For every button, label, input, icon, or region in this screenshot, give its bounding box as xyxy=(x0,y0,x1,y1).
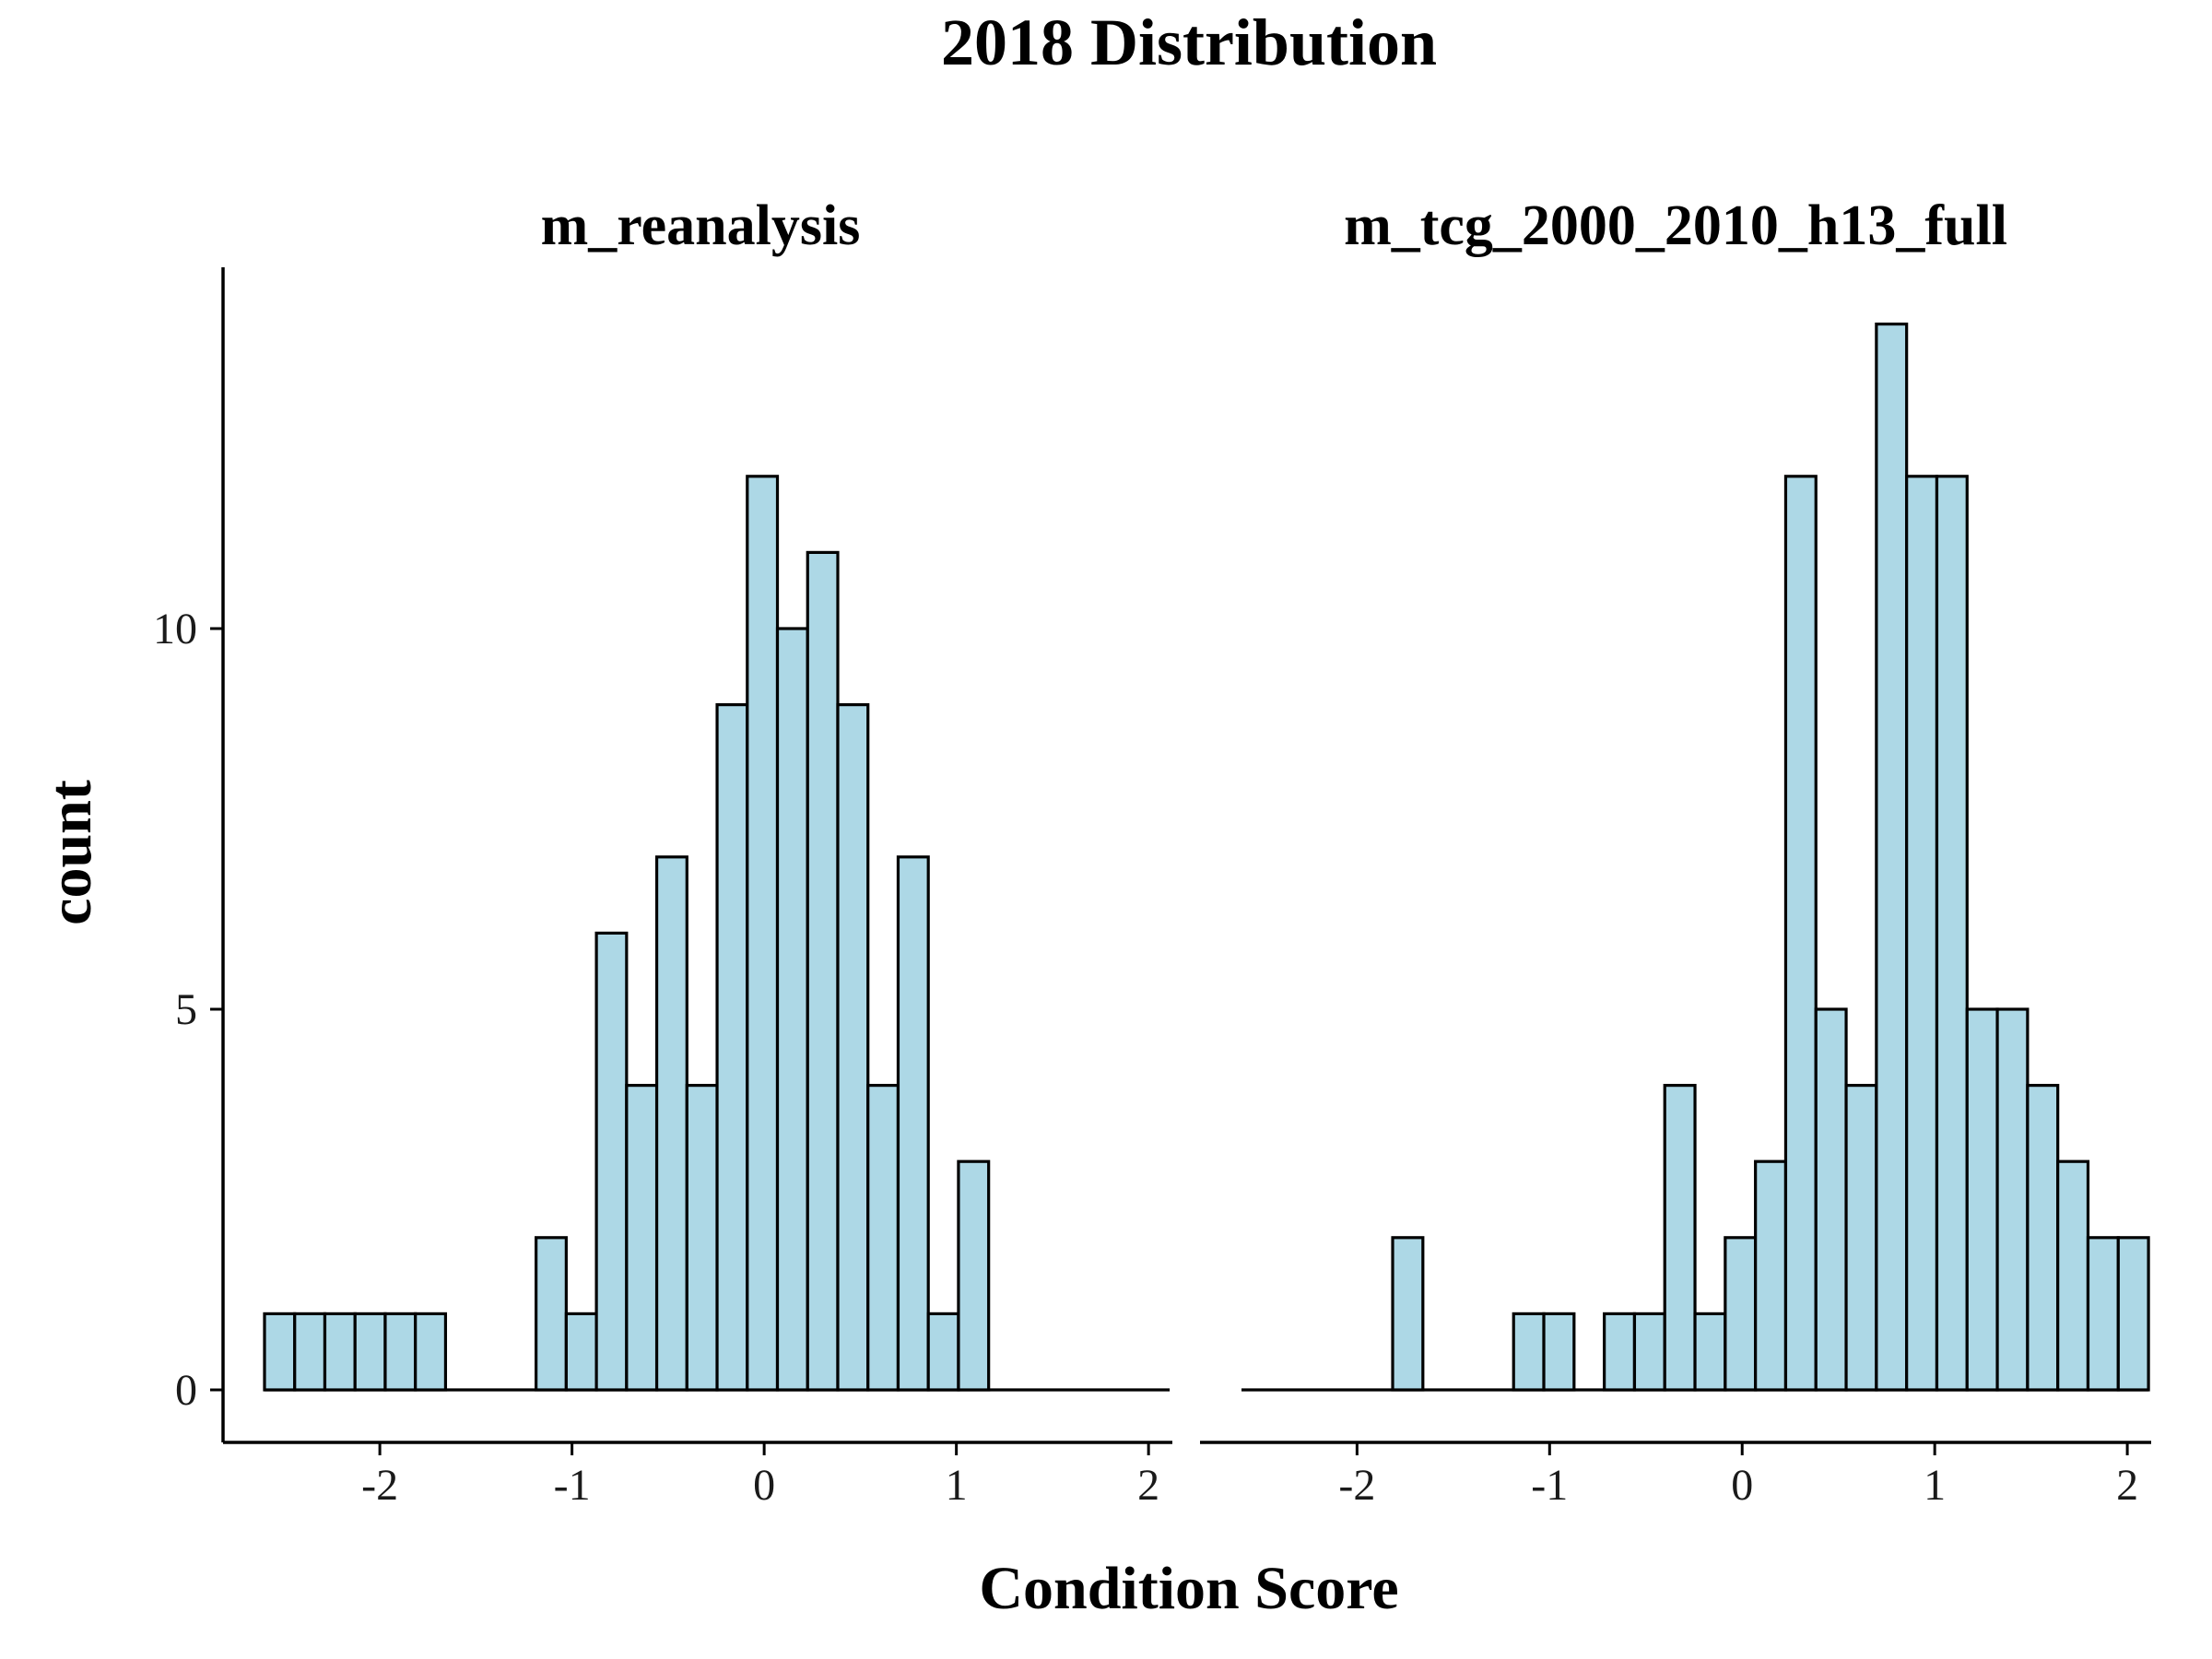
bar-1-3 xyxy=(323,1312,357,1392)
bar-2-6 xyxy=(1391,1236,1425,1392)
bar-1-19 xyxy=(806,550,840,1392)
bar-2-19 xyxy=(1783,475,1818,1392)
bar-2-26 xyxy=(1995,1007,2030,1392)
x-tick-label-1: -2 xyxy=(361,1461,398,1510)
bar-2-28 xyxy=(2056,1159,2090,1392)
x-tick-label-2: -2 xyxy=(1338,1461,1375,1510)
bar-1-23 xyxy=(926,1312,960,1392)
bar-1-12 xyxy=(594,931,629,1392)
bar-2-27 xyxy=(2026,1083,2060,1392)
facet-label-2: m_tcg_2000_2010_h13_full xyxy=(1344,194,2007,257)
x-tick-label-1: 2 xyxy=(1137,1461,1159,1510)
x-tick-label-2: 0 xyxy=(1731,1461,1753,1510)
bar-1-13 xyxy=(625,1083,659,1392)
bar-1-6 xyxy=(414,1312,448,1392)
bar-2-13 xyxy=(1603,1312,1637,1392)
bar-1-21 xyxy=(866,1083,900,1392)
y-axis-title: count xyxy=(37,780,104,925)
bar-2-20 xyxy=(1814,1007,1848,1392)
x-tick-label-1: 0 xyxy=(753,1461,775,1510)
bar-1-5 xyxy=(383,1312,418,1392)
x-tick-label-1: 1 xyxy=(946,1461,968,1510)
bar-2-30 xyxy=(2116,1236,2150,1392)
x-tick-label-2: 1 xyxy=(1924,1461,1946,1510)
x-tick-label-1: -1 xyxy=(554,1461,591,1510)
bar-2-14 xyxy=(1632,1312,1666,1392)
chart-title: 2018 Distribution xyxy=(941,6,1437,79)
bar-2-11 xyxy=(1542,1312,1576,1392)
bar-1-2 xyxy=(293,1312,327,1392)
bar-1-10 xyxy=(535,1236,568,1392)
bar-1-16 xyxy=(715,702,749,1392)
bar-2-25 xyxy=(1965,1007,1999,1392)
bar-2-18 xyxy=(1754,1159,1788,1392)
bar-2-24 xyxy=(1935,475,1969,1392)
bar-1-20 xyxy=(836,702,870,1392)
facet-label-1: m_reanalysis xyxy=(541,194,861,257)
y-tick-label: 5 xyxy=(175,985,197,1034)
bar-1-1 xyxy=(263,1312,297,1392)
bar-1-18 xyxy=(775,627,809,1392)
bar-2-22 xyxy=(1875,323,1909,1392)
bar-1-15 xyxy=(685,1083,719,1392)
facet-panels: m_reanalysis -2 -1 0 1 2 m_tcg_2000_2010_h13_f… xyxy=(153,194,2151,1510)
bar-1-17 xyxy=(746,475,780,1392)
x-tick-label-2: -1 xyxy=(1531,1461,1568,1510)
bar-2-16 xyxy=(1693,1312,1727,1392)
bar-2-21 xyxy=(1844,1083,1878,1392)
bar-2-15 xyxy=(1663,1083,1697,1392)
x-tick-label-2: 2 xyxy=(2116,1461,2138,1510)
bar-1-4 xyxy=(353,1312,387,1392)
y-tick-label: 10 xyxy=(153,605,197,653)
bar-1-22 xyxy=(896,855,930,1392)
bar-1-11 xyxy=(564,1312,598,1392)
bar-1-24 xyxy=(957,1159,991,1392)
bar-2-29 xyxy=(2086,1236,2120,1392)
x-axis-title: Condition Score xyxy=(979,1555,1398,1622)
bar-2-10 xyxy=(1512,1312,1546,1392)
bar-2-17 xyxy=(1724,1236,1758,1392)
y-tick-label: 0 xyxy=(175,1366,197,1415)
bar-2-23 xyxy=(1905,475,1939,1392)
bar-1-14 xyxy=(654,855,688,1392)
